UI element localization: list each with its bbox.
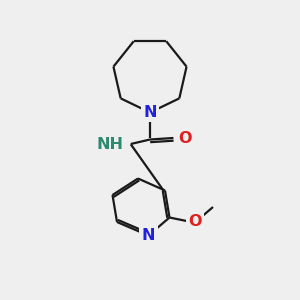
Text: O: O [188, 214, 202, 229]
Text: NH: NH [97, 137, 124, 152]
Text: N: N [142, 228, 155, 243]
Text: O: O [178, 130, 191, 146]
Text: N: N [143, 105, 157, 120]
